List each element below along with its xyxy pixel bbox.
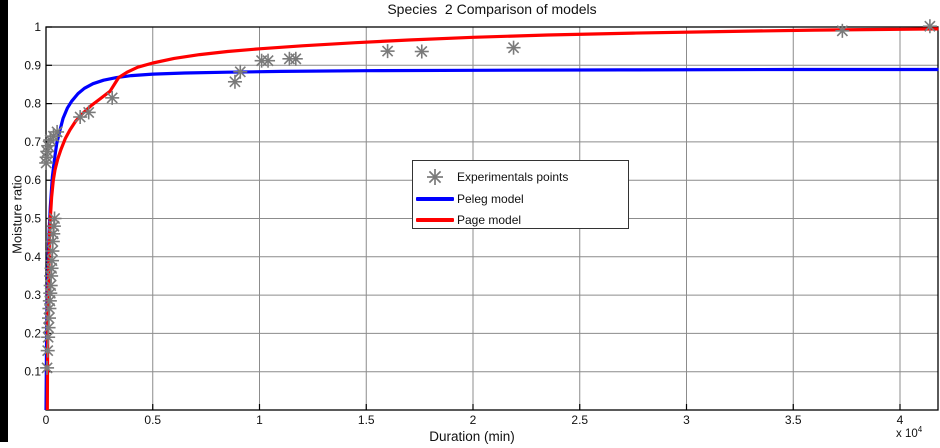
y-tick-label: 0.1: [24, 365, 41, 379]
peleg-line-sample-icon: [413, 197, 457, 201]
peleg-model-curve: [44, 67, 939, 411]
x-tick-label: 1: [256, 413, 263, 427]
page-model-curve: [45, 27, 939, 411]
experimental-point-marker: [40, 360, 55, 375]
x-tick-label: 3.5: [785, 413, 802, 427]
chart-title: Species 2 Comparison of models: [387, 1, 597, 17]
experimental-point-marker: [227, 74, 242, 89]
x-axis-multiplier: x 104: [896, 425, 922, 440]
legend-entry-experimental: Experimentals points: [413, 167, 568, 187]
x-tick-label: 0.5: [144, 413, 161, 427]
experimental-point-marker: [233, 64, 248, 79]
y-tick-label: 0.3: [24, 288, 41, 302]
y-tick-label: 0.6: [24, 173, 41, 187]
experimental-point-marker: [506, 40, 521, 55]
x-axis-label: Duration (min): [429, 429, 515, 444]
experimental-point-marker: [50, 124, 65, 139]
scan-artifact-bar: [0, 0, 8, 442]
experimental-point-marker: [288, 51, 303, 66]
experimental-point-marker: [43, 278, 58, 293]
x-tick-label: 0: [43, 413, 50, 427]
multiplier-exponent: 4: [917, 425, 923, 434]
multiplier-base: x 10: [896, 427, 918, 440]
experimental-point-marker: [380, 44, 395, 59]
y-tick-label: 0.2: [24, 326, 41, 340]
experimental-point-marker: [40, 343, 55, 358]
experimental-point-marker: [835, 23, 850, 38]
x-tick-label: 2.5: [571, 413, 588, 427]
x-tick-label: 1.5: [358, 413, 375, 427]
legend-entry-peleg: Peleg model: [413, 189, 524, 209]
y-tick-label: 0.5: [24, 212, 41, 226]
y-tick-label: 0.9: [24, 58, 41, 72]
asterisk-marker-icon: [413, 167, 457, 187]
legend-box: Experimentals points Peleg model Page mo…: [412, 160, 629, 229]
experimental-point-marker: [922, 19, 937, 34]
legend-entry-page: Page model: [413, 210, 521, 230]
y-tick-label: 1: [34, 20, 41, 34]
experimental-point-marker: [261, 53, 276, 68]
y-tick-label: 0.4: [24, 250, 41, 264]
experimental-point-marker: [46, 226, 61, 241]
x-tick-label: 3: [683, 413, 690, 427]
experimental-point-marker: [105, 90, 120, 105]
x-tick-label: 2: [470, 413, 477, 427]
experimental-point-marker: [47, 211, 62, 226]
legend-label-peleg: Peleg model: [457, 192, 524, 206]
y-tick-label: 0.7: [24, 135, 41, 149]
experimental-point-marker: [414, 44, 429, 59]
legend-label-experimental: Experimentals points: [457, 170, 569, 184]
experimental-point-marker: [81, 105, 96, 120]
legend-label-page: Page model: [457, 213, 522, 227]
x-tick-label: 4: [897, 413, 904, 427]
y-tick-label: 0.8: [24, 97, 41, 111]
page-line-sample-icon: [413, 218, 457, 222]
